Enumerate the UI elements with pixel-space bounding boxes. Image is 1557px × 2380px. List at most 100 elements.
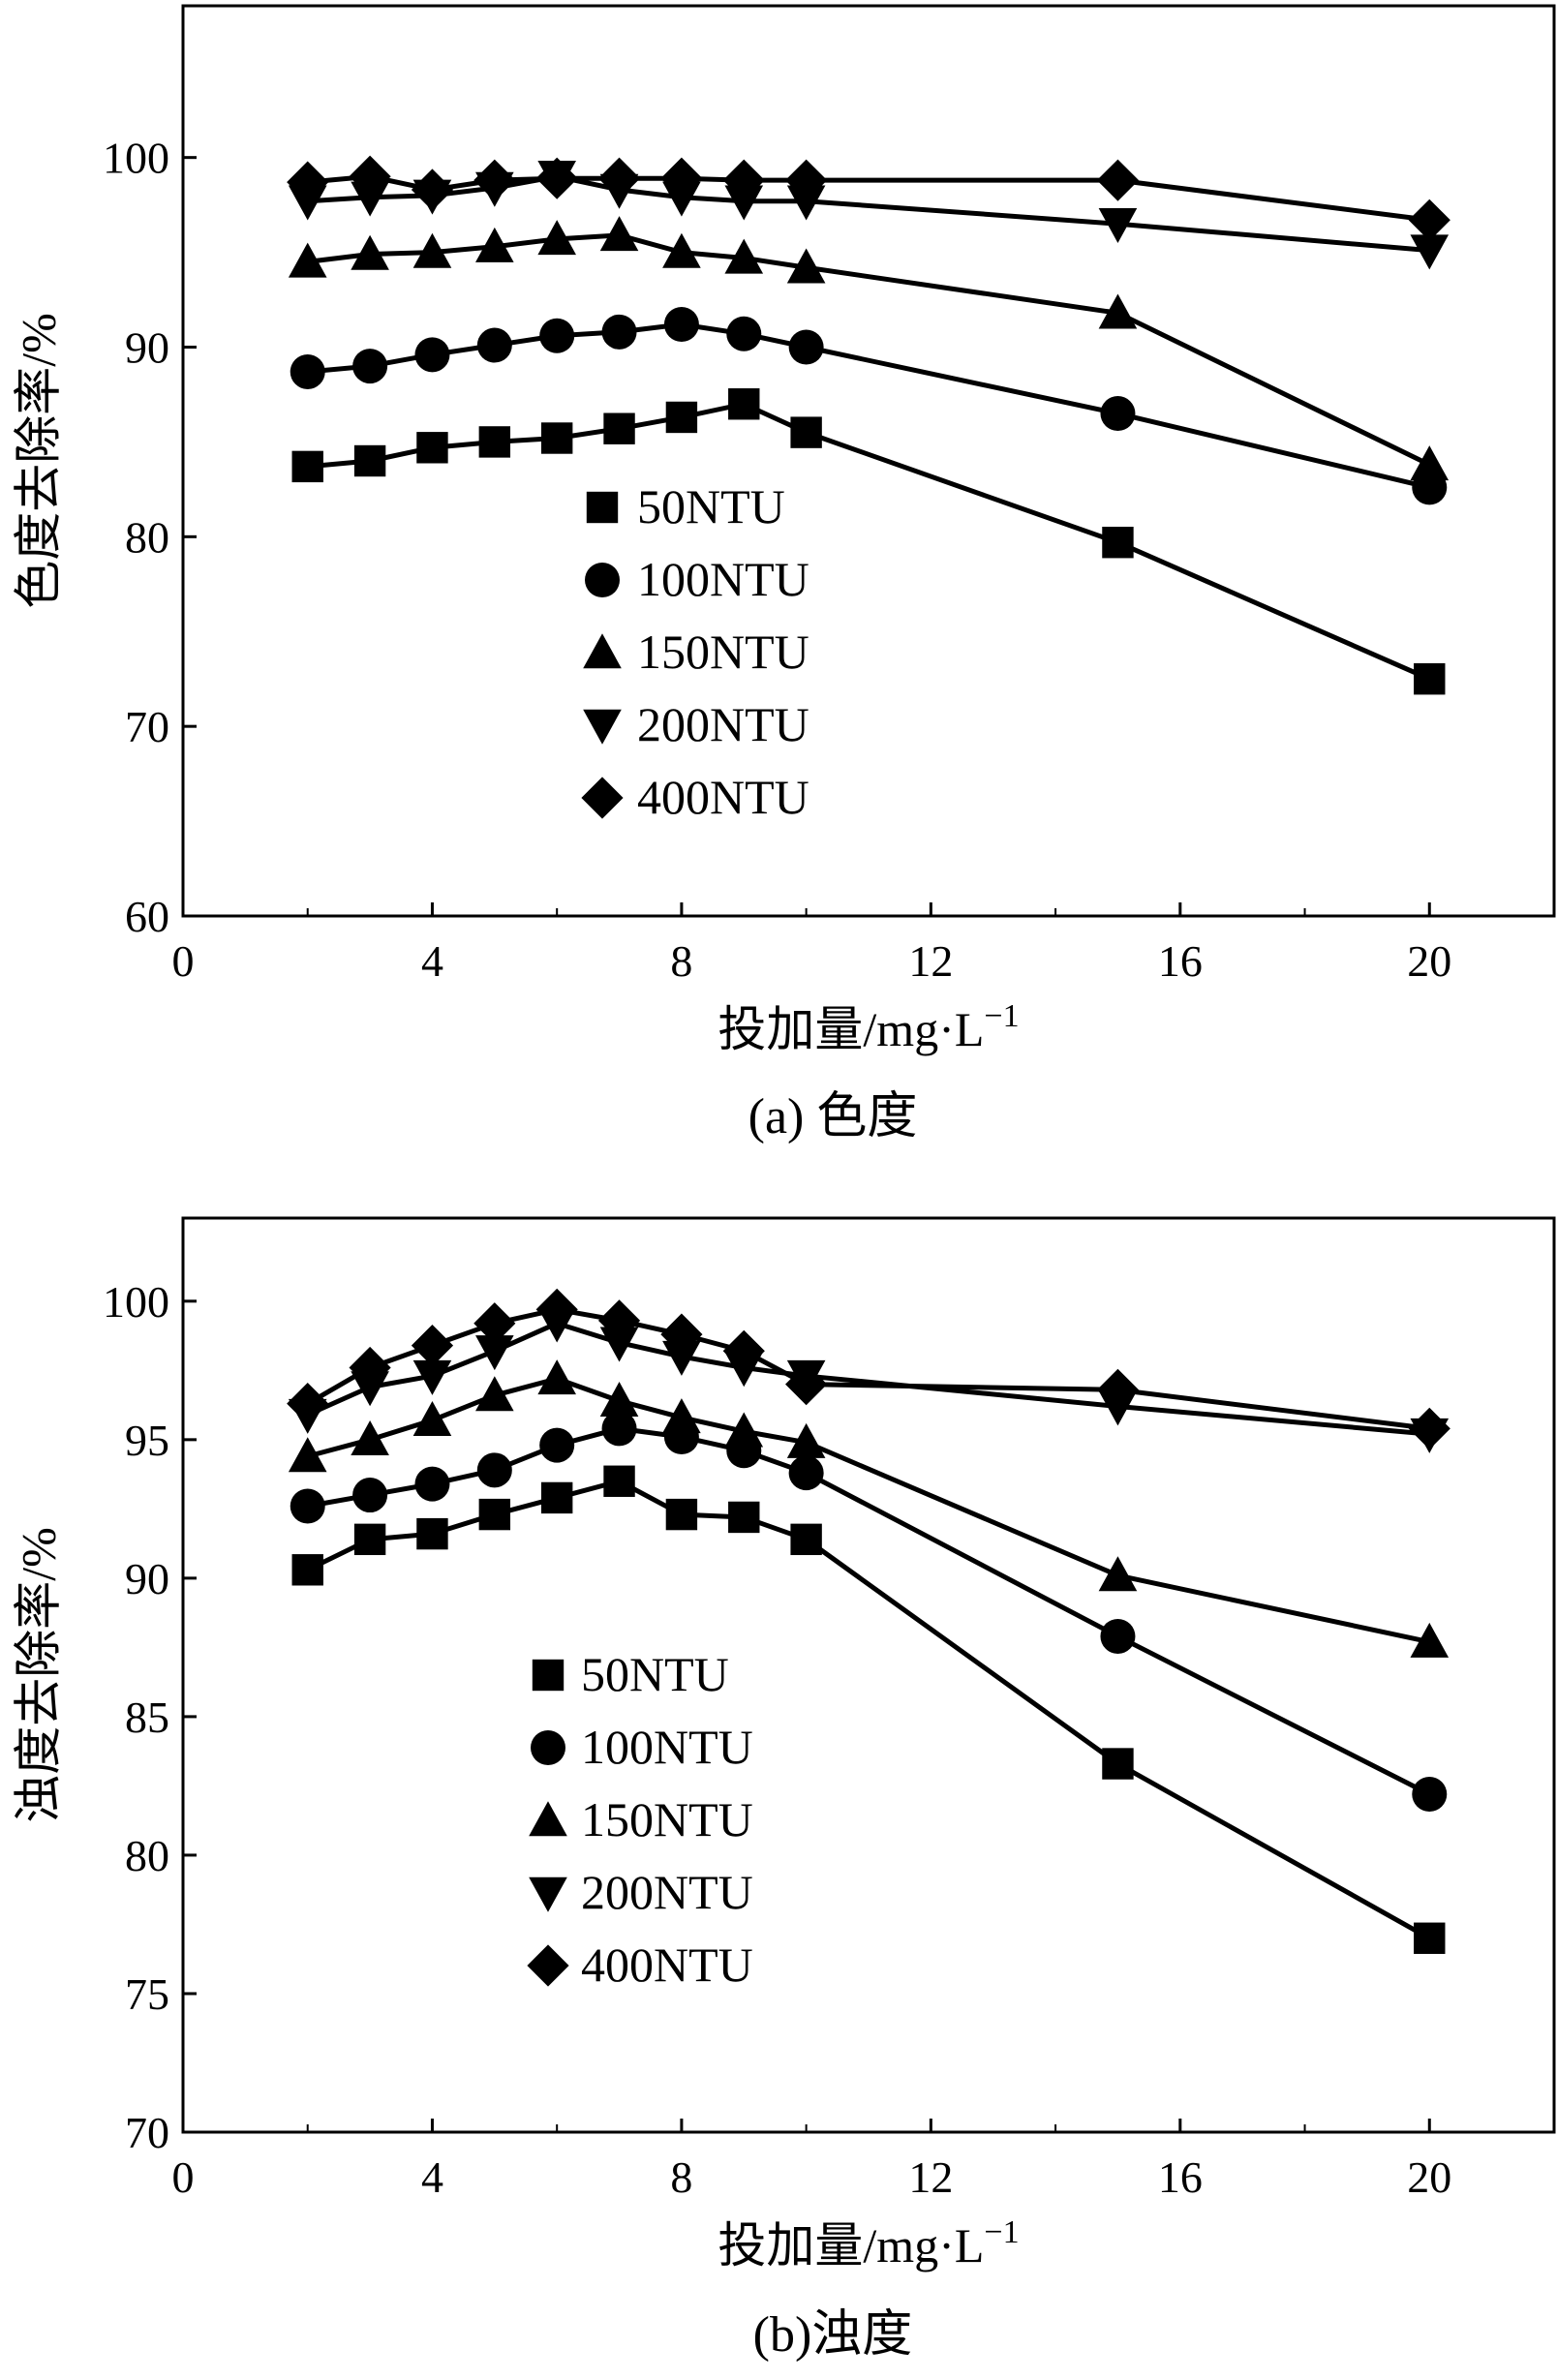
data-point [790, 416, 822, 448]
data-point [788, 329, 824, 365]
data-point [722, 1329, 765, 1372]
data-point [537, 220, 576, 256]
chart-color-removal: 0 4 8 12 16 20 60 70 80 90 100 投加量/mg·L−1 色度去除率/% (a)… [11, 4, 1556, 1144]
legend-marker [529, 1801, 567, 1837]
data-point [599, 1327, 639, 1362]
data-point [476, 1452, 512, 1488]
data-point [788, 1455, 824, 1491]
legend-marker [527, 1944, 569, 1987]
data-point [412, 1359, 452, 1395]
figure-caption: (b)浊度 [753, 2307, 913, 2363]
legend-label: 200NTU [581, 1865, 753, 1919]
data-point [597, 1299, 641, 1342]
data-point [353, 1523, 386, 1556]
x-axis-label-superscript: −1 [984, 2214, 1019, 2250]
series-50NTU [291, 388, 1446, 695]
data-point [539, 318, 575, 353]
legend-marker [581, 777, 624, 819]
data-point [475, 1376, 514, 1412]
legend-label: 150NTU [637, 625, 809, 679]
data-point [1098, 208, 1138, 244]
y-tick-label: 100 [103, 134, 169, 183]
data-point [416, 432, 448, 464]
data-point [475, 227, 514, 262]
data-point [290, 1488, 325, 1524]
data-point [599, 216, 639, 252]
y-tick-label: 80 [125, 512, 169, 562]
data-point [416, 1517, 448, 1550]
data-point [785, 1363, 828, 1406]
data-point [660, 1313, 703, 1356]
data-point [1414, 663, 1446, 695]
data-point [539, 1427, 575, 1463]
data-point [1098, 1556, 1138, 1592]
data-point [660, 157, 703, 199]
data-point [478, 1498, 511, 1531]
y-axis-label: 色度去除率/% [11, 313, 65, 609]
data-point [291, 450, 323, 483]
data-point [411, 1324, 454, 1367]
data-point [790, 1523, 822, 1556]
data-point [287, 161, 329, 203]
y-tick-label: 95 [125, 1416, 169, 1465]
legend-label: 200NTU [637, 697, 809, 751]
data-point [478, 426, 511, 458]
legend-label: 400NTU [637, 770, 809, 824]
legend-entry: 200NTU [583, 697, 809, 751]
data-point [724, 185, 764, 221]
x-axis-label-superscript: −1 [984, 998, 1019, 1034]
data-point [540, 422, 573, 454]
data-point [1410, 1622, 1450, 1658]
data-point [535, 157, 578, 199]
plot-frame [181, 4, 1556, 918]
x-axis-label-main: 投加量/mg·L [717, 2218, 984, 2273]
series-line [307, 173, 1430, 254]
data-point [1408, 1407, 1450, 1450]
data-point [1100, 1618, 1136, 1654]
data-point [349, 1346, 391, 1389]
y-axis-label: 浊度去除率/% [11, 1527, 65, 1823]
x-axis-label: 投加量/mg·L−1 [717, 2214, 1019, 2273]
series-50NTU [291, 1465, 1446, 1954]
legend-entry: 50NTU [586, 479, 785, 534]
series-200NTU [288, 1307, 1450, 1453]
legend-label: 150NTU [581, 1792, 753, 1846]
legend-entry: 200NTU [529, 1865, 753, 1919]
series-line [307, 321, 1430, 490]
data-point [412, 1401, 452, 1437]
x-tick-label: 0 [172, 2152, 195, 2202]
x-tick-label: 12 [908, 2152, 953, 2202]
data-point [601, 1411, 637, 1447]
series-150NTU [288, 216, 1450, 481]
data-point [786, 185, 826, 221]
legend-marker [586, 491, 619, 524]
data-point [662, 1340, 701, 1376]
data-point [785, 159, 828, 201]
legend-marker [583, 633, 622, 669]
data-point [291, 1554, 323, 1586]
legend-entry: 150NTU [529, 1792, 753, 1846]
legend-entry: 400NTU [527, 1938, 753, 1992]
legend-entry: 100NTU [585, 552, 809, 606]
data-point [726, 316, 762, 351]
data-point [353, 444, 386, 477]
series-100NTU [290, 307, 1448, 505]
y-tick-label: 90 [125, 323, 169, 373]
data-point [287, 1383, 329, 1425]
data-point [724, 238, 764, 274]
data-point [412, 232, 452, 268]
data-point [603, 1465, 635, 1497]
x-tick-label: 16 [1158, 936, 1203, 986]
data-point [535, 1288, 578, 1330]
x-tick-label: 8 [670, 936, 692, 986]
data-point [537, 1359, 576, 1395]
x-tick-label: 20 [1407, 936, 1451, 986]
x-tick-label: 12 [908, 936, 953, 986]
data-point [1102, 1748, 1134, 1780]
series-line [307, 1425, 1431, 1797]
y-tick-label: 85 [125, 1693, 169, 1742]
legend-label: 100NTU [637, 552, 809, 606]
data-point [475, 1335, 514, 1371]
y-tick-label: 70 [125, 702, 169, 751]
data-point [663, 307, 699, 342]
